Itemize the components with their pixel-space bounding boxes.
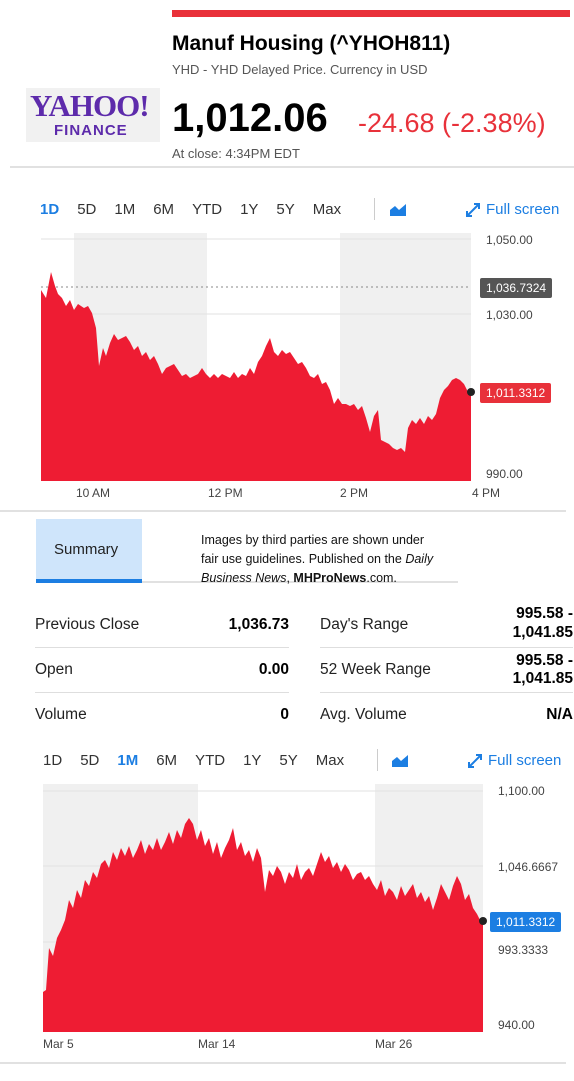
tab-1d[interactable]: 1D: [43, 752, 63, 769]
row-divider: [320, 647, 573, 648]
stat-label: Previous Close: [35, 616, 140, 633]
stat-label: Open: [35, 661, 73, 678]
last-point-marker: [467, 388, 475, 396]
tab-6m[interactable]: 6M: [156, 752, 178, 769]
x-tick: 10 AM: [76, 486, 111, 500]
tab-1m[interactable]: 1M: [114, 201, 136, 218]
fullscreen-link[interactable]: Full screen: [488, 752, 562, 769]
row-divider: [320, 692, 573, 693]
expand-icon[interactable]: [467, 753, 483, 769]
current-price: 1,012.06: [172, 96, 328, 140]
divider: [142, 581, 458, 583]
tab-5d[interactable]: 5D: [80, 752, 100, 769]
brand-accent-bar: [172, 10, 570, 17]
monthly-chart: [43, 784, 487, 1032]
y-tick: 990.00: [486, 467, 523, 481]
tab-summary[interactable]: Summary: [36, 519, 142, 579]
stat-label: Volume: [35, 706, 87, 723]
stat-value: 995.58 -: [516, 605, 573, 622]
tab-max[interactable]: Max: [315, 752, 345, 769]
yahoo-finance-logo[interactable]: YAHOO! FINANCE: [26, 88, 160, 142]
toolbar-divider: [377, 749, 378, 771]
row-divider: [35, 692, 289, 693]
range-tabs-1m: 1D 5D 1M 6M YTD 1Y 5Y Max: [43, 752, 362, 770]
range-tabs-1d: 1D 5D 1M 6M YTD 1Y 5Y Max: [40, 201, 359, 219]
close-time: At close: 4:34PM EDT: [172, 146, 300, 161]
x-tick: Mar 14: [198, 1037, 236, 1051]
stat-value: 995.58 -: [516, 652, 573, 669]
tab-1m[interactable]: 1M: [117, 752, 139, 769]
area-chart-icon[interactable]: [391, 753, 409, 768]
y-tick: 1,046.6667: [498, 860, 559, 874]
last-price-tag: 1,011.3312: [480, 383, 552, 403]
price-change: -24.68 (-2.38%): [358, 108, 546, 138]
divider: [0, 1062, 566, 1064]
tab-ytd[interactable]: YTD: [195, 752, 226, 769]
stat-label: 52 Week Range: [320, 661, 431, 678]
y-tick: 940.00: [498, 1018, 535, 1032]
y-tick: 993.3333: [498, 943, 549, 957]
stat-label: Avg. Volume: [320, 706, 407, 723]
tab-5y[interactable]: 5Y: [276, 201, 295, 218]
x-tick: Mar 26: [375, 1037, 413, 1051]
prev-close-tag: 1,036.7324: [480, 278, 553, 298]
x-tick: Mar 5: [43, 1037, 74, 1051]
tab-1d[interactable]: 1D: [40, 201, 60, 218]
tab-1y[interactable]: 1Y: [243, 752, 262, 769]
tab-5d[interactable]: 5D: [77, 201, 97, 218]
x-tick: 2 PM: [340, 486, 369, 500]
tab-5y[interactable]: 5Y: [279, 752, 298, 769]
exchange-subtitle: YHD - YHD Delayed Price. Currency in USD: [172, 62, 428, 77]
stat-value: N/A: [546, 706, 573, 723]
area-chart-icon[interactable]: [389, 202, 407, 217]
stat-value: 1,036.73: [228, 616, 289, 633]
fullscreen-link[interactable]: Full screen: [486, 201, 560, 218]
expand-icon[interactable]: [465, 202, 481, 218]
stat-label: Day's Range: [320, 616, 409, 633]
y-tick: 1,100.00: [498, 784, 545, 798]
tab-6m[interactable]: 6M: [153, 201, 175, 218]
y-tick: 1,050.00: [486, 233, 533, 247]
divider: [10, 166, 574, 168]
x-tick: 12 PM: [208, 486, 243, 500]
y-tick: 1,030.00: [486, 308, 533, 322]
tab-ytd[interactable]: YTD: [192, 201, 223, 218]
stat-value: 1,041.85: [512, 624, 573, 641]
fair-use-note: Images by third parties are shown under …: [201, 533, 434, 585]
divider: [0, 510, 566, 512]
toolbar-divider: [374, 198, 375, 220]
stat-value: 0.00: [258, 661, 289, 678]
stat-value: 0: [280, 706, 289, 723]
row-divider: [35, 647, 289, 648]
tab-1y[interactable]: 1Y: [240, 201, 259, 218]
last-price-tag: 1,011.3312: [490, 912, 562, 932]
tab-max[interactable]: Max: [312, 201, 342, 218]
stat-value: 1,041.85: [512, 670, 573, 687]
intraday-chart: [41, 233, 475, 481]
price-area: [43, 818, 483, 1032]
ticker-title: Manuf Housing (^YHOH811): [172, 32, 451, 55]
price-area: [41, 272, 471, 481]
last-point-marker: [479, 917, 487, 925]
tab-active-indicator: [36, 579, 142, 583]
x-tick: 4 PM: [472, 486, 501, 500]
